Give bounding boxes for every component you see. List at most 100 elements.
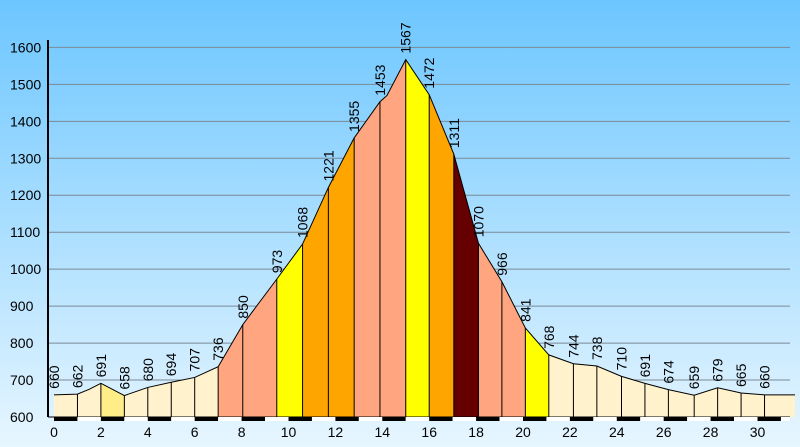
x-tick-label: 26 (656, 424, 672, 440)
y-tick-label: 1100 (10, 224, 40, 240)
x-tick-label: 22 (562, 424, 578, 440)
y-axis-ticks: 600 700 800 900 1000 1100 1200 1300 1400 1500 1600 (10, 39, 41, 425)
y-tick-label: 1000 (10, 261, 41, 277)
elevation-label: 679 (710, 358, 726, 382)
scale-bar-block (288, 417, 312, 421)
x-tick-label: 0 (50, 424, 58, 440)
scale-bar-block (265, 417, 289, 421)
scale-bar-block (77, 417, 101, 421)
y-tick-label: 1600 (10, 39, 41, 55)
scale-bar-block (171, 417, 195, 421)
elevation-label: 707 (187, 348, 203, 372)
elevation-label: 691 (637, 354, 653, 378)
elevation-segment (764, 394, 796, 417)
elevation-label: 710 (613, 347, 629, 371)
elevation-label: 850 (235, 295, 251, 319)
scale-bar-block (335, 417, 359, 421)
scale-bar-block (499, 417, 523, 421)
elevation-label: 1567 (398, 22, 414, 53)
elevation-segment (100, 383, 125, 417)
y-tick-label: 1500 (10, 76, 41, 92)
elevation-segment (354, 101, 380, 417)
scale-bar-block (147, 417, 172, 421)
elevation-segments (54, 59, 796, 418)
elevation-segment (717, 387, 742, 417)
y-tick-label: 700 (10, 372, 34, 388)
x-tick-label: 16 (421, 424, 437, 440)
elevation-segment (644, 383, 669, 417)
elevation-label: 1068 (295, 207, 311, 238)
elevation-segment (218, 324, 243, 417)
elevation-segment (573, 363, 597, 417)
x-axis-ticks: 0 2 4 6 8 10 12 14 16 18 20 22 24 26 28 30 (50, 424, 765, 440)
elevation-segment (147, 382, 172, 417)
x-tick-label: 14 (375, 424, 391, 440)
elevation-label: 1355 (346, 101, 362, 132)
x-tick-label: 24 (609, 424, 625, 440)
elevation-segment (668, 389, 695, 417)
x-tick-label: 6 (191, 424, 199, 440)
scale-bar-block (241, 417, 266, 421)
elevation-segment (478, 243, 502, 417)
elevation-segment (171, 377, 195, 417)
x-tick-label: 30 (750, 424, 766, 440)
scale-bar-block (429, 417, 453, 421)
elevation-segment (54, 394, 78, 417)
elevation-segment (302, 187, 329, 417)
elevation-segment (276, 244, 303, 417)
scale-bar-block (124, 417, 148, 421)
scale-bar-block (687, 417, 711, 421)
elevation-label: 659 (686, 366, 702, 390)
scale-bar-block (100, 417, 125, 421)
x-tick-label: 18 (468, 424, 484, 440)
elevation-label: 658 (116, 366, 132, 390)
elevation-label: 1453 (372, 64, 388, 95)
x-tick-label: 10 (281, 424, 297, 440)
elevation-segment (405, 59, 430, 418)
elevation-label: 660 (757, 365, 773, 389)
profile-outline (53, 58, 796, 397)
y-tick-label: 1400 (10, 113, 41, 129)
scale-bar-block (452, 417, 477, 421)
scale-bar-block (405, 417, 430, 421)
y-tick-label: 1200 (10, 187, 41, 203)
elevation-label: 744 (565, 334, 581, 358)
y-tick-label: 600 (10, 409, 34, 425)
elevation-label: 973 (269, 250, 285, 274)
elevation-labels: 660 662 691 658 680 694 707 736 850 973 1068 1221 13… (46, 22, 773, 389)
scale-bar-block (218, 417, 242, 421)
elevation-label: 691 (93, 354, 109, 378)
scale-bar-block (569, 417, 594, 421)
elevation-segment (429, 94, 454, 417)
elevation-segment (548, 354, 574, 417)
elevation-label: 1472 (421, 57, 437, 88)
elevation-label: 662 (69, 365, 85, 389)
x-tick-label: 2 (97, 424, 105, 440)
elevation-label: 674 (660, 360, 676, 384)
x-tick-label: 28 (703, 424, 719, 440)
elevation-segment (501, 281, 526, 417)
elevation-segment (596, 365, 622, 417)
scale-bar-block (710, 417, 735, 421)
scale-bar-block (382, 417, 406, 421)
scale-bar-block (358, 417, 383, 421)
elevation-label: 694 (163, 353, 179, 377)
elevation-segment (328, 137, 355, 417)
scale-bar-block (640, 417, 664, 421)
segment-dividers (76, 59, 766, 417)
scale-bar-block (780, 417, 790, 421)
elevation-label: 1221 (320, 150, 336, 181)
elevation-label: 680 (140, 358, 156, 382)
elevation-label: 841 (517, 298, 533, 322)
scale-bar-block (311, 417, 336, 421)
elevation-label: 665 (733, 363, 749, 387)
elevation-segment (741, 392, 765, 417)
scale-bar-block (616, 417, 641, 421)
scale-bar-block (546, 417, 570, 421)
x-tick-label: 4 (144, 424, 152, 440)
scale-bar-block (523, 417, 547, 421)
scale-bar-block (663, 417, 688, 421)
scale-bar-block (757, 417, 781, 421)
elevation-segment (194, 366, 219, 417)
y-tick-label: 800 (10, 335, 34, 351)
